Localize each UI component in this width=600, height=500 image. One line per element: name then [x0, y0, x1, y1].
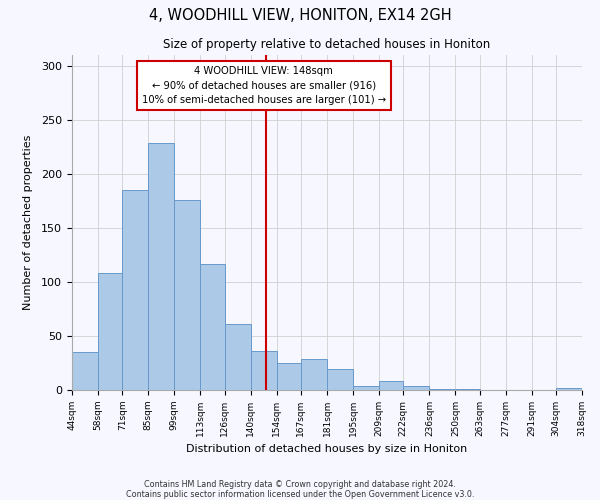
Y-axis label: Number of detached properties: Number of detached properties — [23, 135, 33, 310]
Title: Size of property relative to detached houses in Honiton: Size of property relative to detached ho… — [163, 38, 491, 51]
Text: 4, WOODHILL VIEW, HONITON, EX14 2GH: 4, WOODHILL VIEW, HONITON, EX14 2GH — [149, 8, 451, 22]
Bar — [224, 324, 251, 390]
Bar — [98, 274, 122, 390]
Bar — [327, 370, 353, 390]
Bar — [148, 142, 175, 390]
Bar — [122, 190, 148, 390]
X-axis label: Distribution of detached houses by size in Honiton: Distribution of detached houses by size … — [187, 444, 467, 454]
Bar — [301, 358, 327, 390]
Bar — [200, 264, 224, 390]
Bar — [556, 388, 582, 390]
Bar — [251, 351, 277, 390]
Text: 4 WOODHILL VIEW: 148sqm
← 90% of detached houses are smaller (916)
10% of semi-d: 4 WOODHILL VIEW: 148sqm ← 90% of detache… — [142, 66, 386, 106]
Bar — [175, 200, 200, 390]
Bar — [430, 389, 455, 390]
Bar — [277, 363, 301, 390]
Text: Contains HM Land Registry data © Crown copyright and database right 2024.
Contai: Contains HM Land Registry data © Crown c… — [126, 480, 474, 499]
Bar — [353, 386, 379, 390]
Bar — [455, 389, 479, 390]
Bar — [72, 352, 98, 390]
Bar — [379, 382, 403, 390]
Bar — [403, 386, 430, 390]
